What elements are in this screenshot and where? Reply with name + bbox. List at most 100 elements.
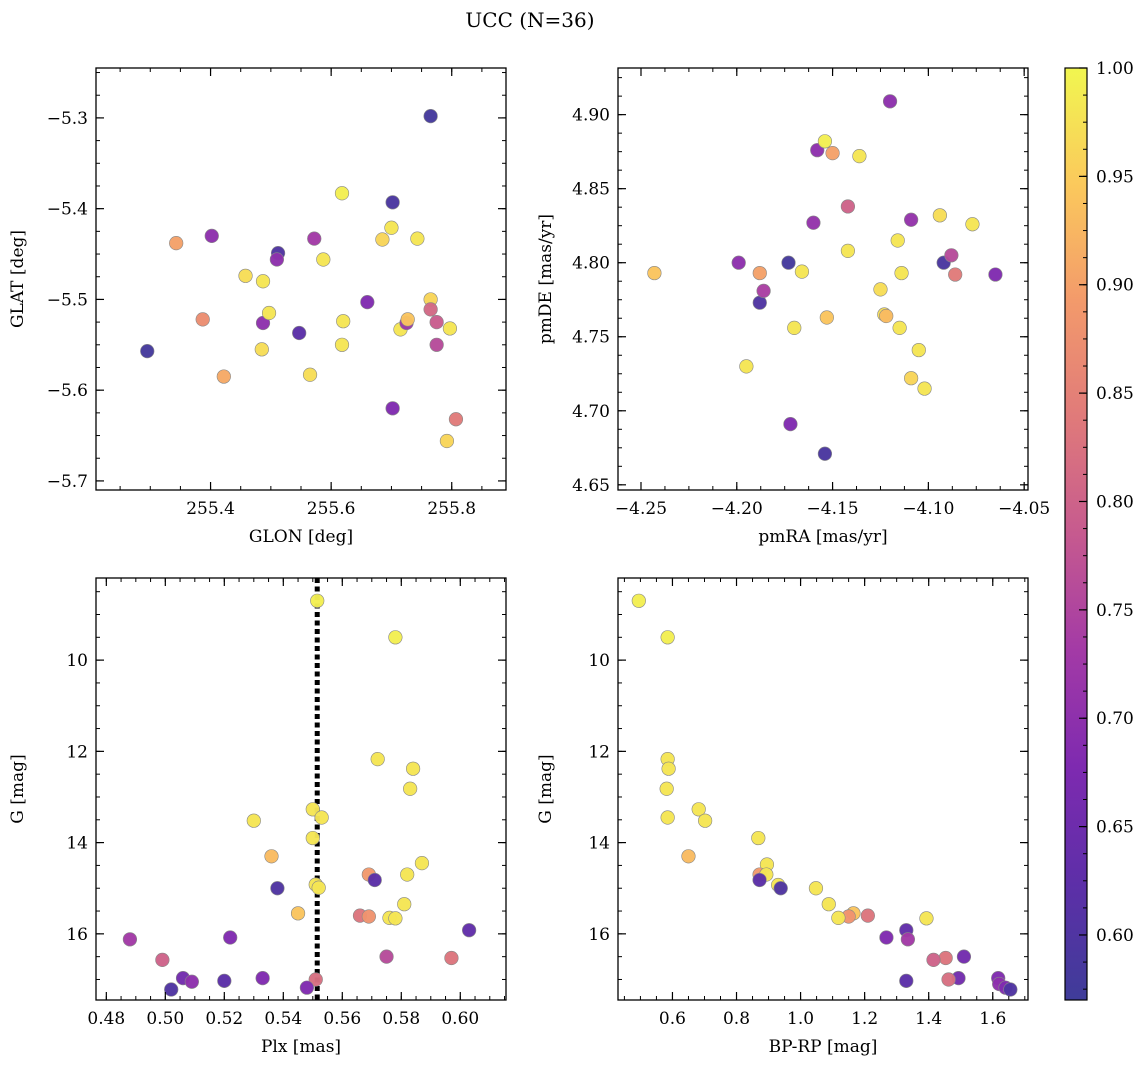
data-point xyxy=(307,231,322,246)
data-point xyxy=(305,802,320,817)
x-tick-label: 0.8 xyxy=(723,1009,750,1029)
x-axis-label: BP-RP [mag] xyxy=(769,1037,878,1057)
data-point xyxy=(122,932,138,947)
data-point xyxy=(155,952,170,967)
x-tick-label: −4.20 xyxy=(711,499,763,519)
data-point xyxy=(223,930,238,945)
data-point xyxy=(631,593,646,608)
data-point xyxy=(270,881,285,896)
data-point xyxy=(410,231,425,246)
panel-pmra-pmde: −4.25 −4.20 −4.15 −4.10 −4.05 4.65 4.70 4.75 4.8… xyxy=(536,67,1050,547)
data-point xyxy=(900,932,915,947)
panel-bprp-g: 0.6 0.8 1.0 1.2 1.4 1.6 10 12 14 16 BP-RP [mag] G [… xyxy=(536,577,1029,1057)
data-point xyxy=(882,94,898,109)
y-tick-label: 16 xyxy=(588,925,610,945)
data-point xyxy=(840,199,856,214)
data-point xyxy=(370,752,385,767)
colorbar-tick-label: 0.60 xyxy=(1096,926,1134,946)
data-point xyxy=(698,813,713,828)
data-point xyxy=(400,867,415,882)
colorbar-tick-label: 0.90 xyxy=(1096,276,1134,296)
data-point xyxy=(892,320,907,335)
data-point xyxy=(852,149,867,164)
data-point xyxy=(336,314,351,329)
data-point xyxy=(932,208,947,223)
x-tick-label: 0.48 xyxy=(87,1009,125,1029)
data-point xyxy=(840,243,856,258)
data-point xyxy=(403,781,418,796)
data-point xyxy=(305,830,320,846)
x-tick-label: 0.6 xyxy=(659,1009,686,1029)
data-point xyxy=(255,274,271,289)
colorbar: 0.60 0.65 0.70 0.75 0.80 0.85 0.90 0.95 1.00 xyxy=(1064,59,1134,1001)
x-tick-label: −4.05 xyxy=(998,499,1050,519)
data-point xyxy=(164,982,179,997)
data-point xyxy=(1003,982,1018,997)
data-point xyxy=(825,146,840,161)
figure-title: UCC (N=36) xyxy=(465,8,594,32)
y-tick-label: 12 xyxy=(66,742,88,762)
data-point xyxy=(890,233,905,248)
data-point xyxy=(384,220,399,235)
colorbar-tick-label: 0.80 xyxy=(1096,492,1134,512)
data-point xyxy=(316,252,331,267)
x-tick-label: 0.58 xyxy=(382,1009,420,1029)
data-point xyxy=(817,134,833,149)
y-tick-label: 4.80 xyxy=(572,254,610,274)
y-tick-label: 4.70 xyxy=(572,402,610,422)
data-points xyxy=(647,94,1003,461)
data-point xyxy=(414,856,430,871)
colorbar-tick-label: 1.00 xyxy=(1096,59,1134,79)
y-tick-label: −5.4 xyxy=(47,200,88,220)
colorbar-gradient xyxy=(1064,67,1088,1001)
data-point xyxy=(400,312,415,327)
data-point xyxy=(217,973,232,988)
y-tick-label: −5.5 xyxy=(47,290,88,310)
data-point xyxy=(444,950,459,966)
colorbar-tick-label: 0.75 xyxy=(1096,601,1134,621)
data-point xyxy=(184,974,199,989)
x-axis-label: Plx [mas] xyxy=(261,1037,341,1057)
data-point xyxy=(904,371,919,386)
data-point xyxy=(819,310,834,325)
data-point xyxy=(894,265,909,281)
y-axis-label: pmDE [mas/yr] xyxy=(536,214,556,344)
data-point xyxy=(261,305,277,321)
data-point xyxy=(423,108,438,124)
y-axis-label: G [mag] xyxy=(536,754,556,823)
data-point xyxy=(169,236,184,251)
data-point xyxy=(691,802,706,817)
y-tick-label: 4.85 xyxy=(572,180,610,200)
x-tick-label: −4.25 xyxy=(615,499,667,519)
data-point xyxy=(808,881,824,896)
data-point xyxy=(361,909,376,924)
data-point xyxy=(379,949,394,964)
data-point xyxy=(314,810,329,825)
colorbar-tick-label: 0.85 xyxy=(1096,384,1134,404)
data-point xyxy=(311,880,326,895)
data-point xyxy=(873,282,888,297)
data-point xyxy=(965,217,980,232)
data-point xyxy=(385,401,400,416)
data-point xyxy=(899,973,914,988)
x-tick-label: 0.60 xyxy=(441,1009,479,1029)
data-point xyxy=(375,232,390,247)
data-point xyxy=(919,911,934,926)
data-point xyxy=(831,910,846,925)
y-tick-label: 12 xyxy=(588,742,610,762)
data-point xyxy=(423,302,438,317)
data-point xyxy=(904,212,919,227)
x-tick-label: 0.52 xyxy=(205,1009,243,1029)
plot-frame xyxy=(617,577,1029,1001)
data-point xyxy=(334,337,350,352)
data-point xyxy=(817,446,833,461)
data-point xyxy=(246,813,261,828)
data-point xyxy=(926,952,941,967)
data-point xyxy=(254,342,269,357)
x-tick-label: 0.56 xyxy=(323,1009,361,1029)
colorbar-tick-label: 0.95 xyxy=(1096,167,1134,187)
data-point xyxy=(204,228,219,243)
plot-frame xyxy=(617,67,1029,491)
y-tick-label: 4.90 xyxy=(572,106,610,126)
